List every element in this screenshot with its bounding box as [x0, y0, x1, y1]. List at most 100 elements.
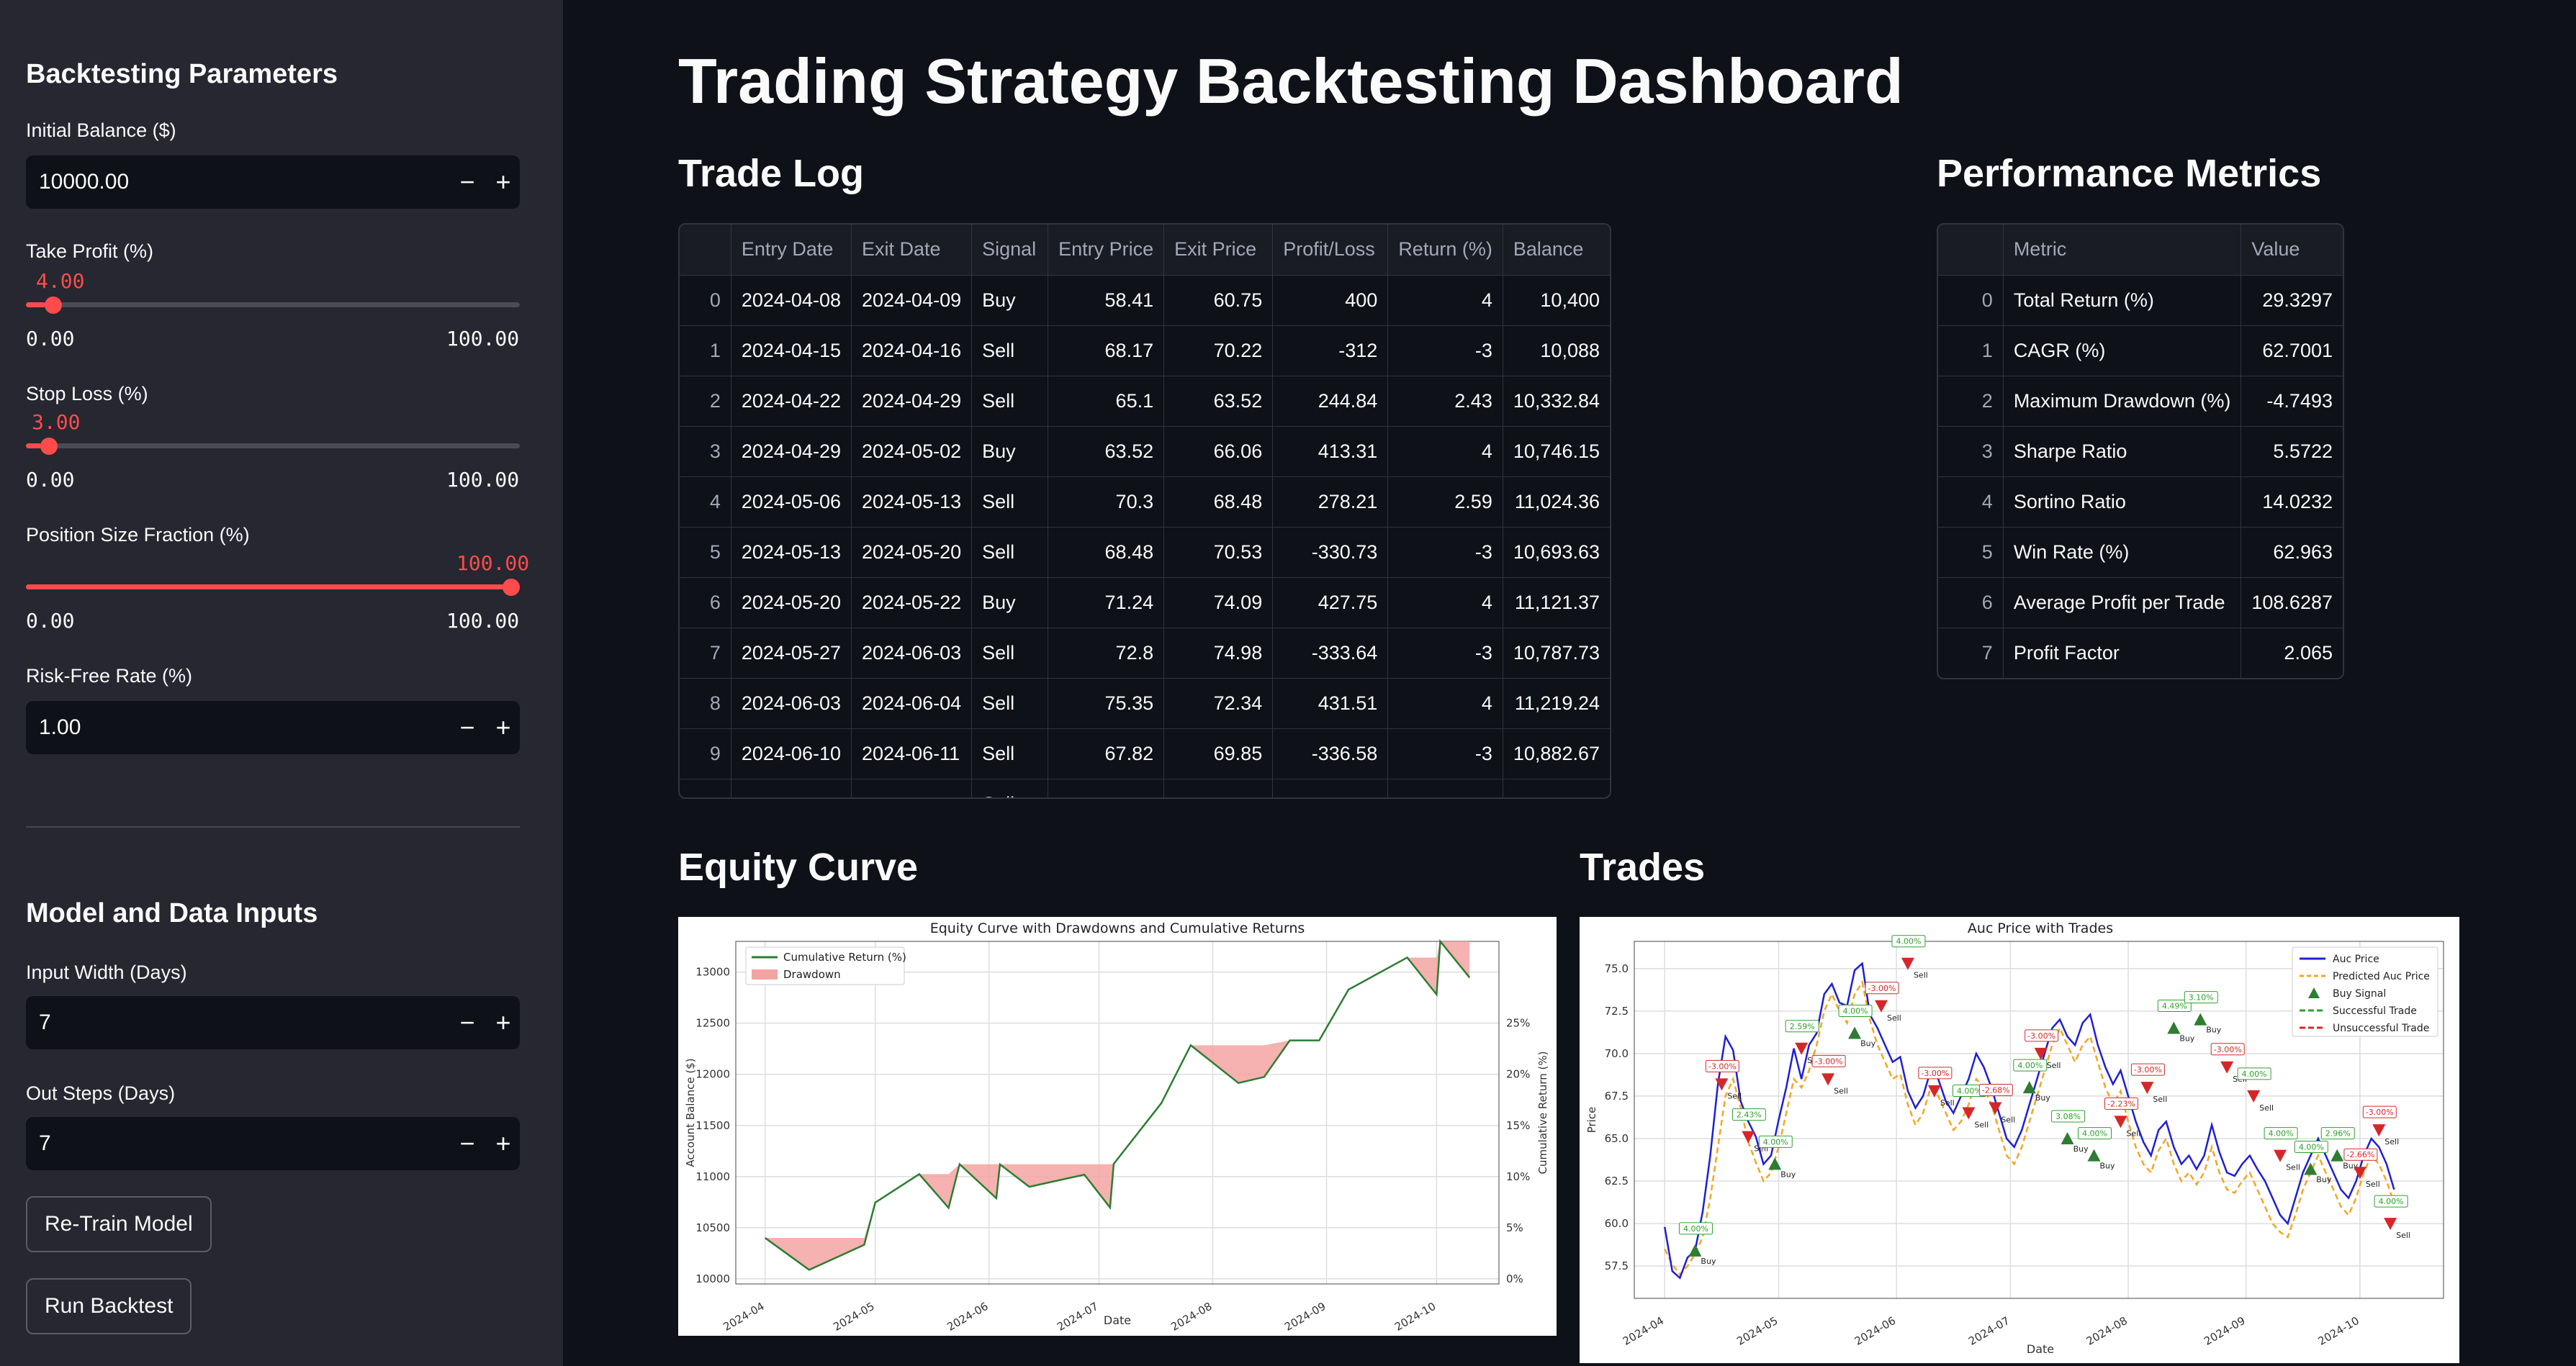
trade-log-cell: 11,024.36 — [1503, 476, 1610, 528]
signal-label: Sell — [2047, 1061, 2061, 1070]
sell-signal-marker — [2140, 1082, 2154, 1095]
metrics-row[interactable]: 1 CAGR (%) 62.7001 — [1938, 325, 2343, 376]
take-profit-slider[interactable] — [26, 302, 520, 307]
metrics-row[interactable]: 6 Average Profit per Trade 108.6287 — [1938, 577, 2343, 628]
x-tick-label: 2024-06 — [945, 1300, 990, 1334]
risk-free-rate-value[interactable]: 1.00 — [39, 715, 81, 739]
position-size-slider-thumb[interactable] — [503, 579, 520, 596]
trade-log-row[interactable]: 7 2024-05-27 2024-06-03 Sell 72.8 74.98 -333.6… — [680, 628, 1610, 679]
metrics-cell: Total Return (%) — [2003, 275, 2242, 326]
stop-loss-slider[interactable] — [26, 443, 520, 448]
y-tick-label: 57.5 — [1605, 1259, 1629, 1272]
trade-log-row[interactable]: 9 2024-06-10 2024-06-11 Sell 67.82 69.85 -336.… — [680, 728, 1610, 779]
initial-balance-value[interactable]: 10000.00 — [39, 170, 130, 194]
metrics-header-cell[interactable] — [1938, 225, 2004, 276]
metrics-cell: 62.963 — [2241, 527, 2343, 578]
out-steps-value[interactable]: 7 — [39, 1131, 51, 1155]
initial-balance-decrement-button[interactable]: − — [459, 167, 475, 196]
trade-log-cell: 70.22 — [1163, 325, 1274, 376]
trade-log-table[interactable]: Entry Date Exit Date Signal Entry Price Exit… — [678, 223, 1611, 799]
trade-log-cell: 10,332.84 — [1503, 376, 1610, 427]
trade-log-row[interactable]: 2 2024-04-22 2024-04-29 Sell 65.1 63.52 244.84… — [680, 376, 1610, 427]
trade-log-heading: Trade Log — [678, 152, 865, 195]
retrain-model-button[interactable]: Re-Train Model — [26, 1196, 212, 1252]
performance-metrics-table[interactable]: Metric Value 0 Total Return (%) 29.3297 1 CAG… — [1937, 223, 2344, 679]
trade-log-header-cell[interactable]: Return (%) — [1387, 225, 1503, 276]
trade-log-cell: 70.3 — [1048, 476, 1165, 528]
metrics-row[interactable]: 7 Profit Factor 2.065 — [1938, 628, 2343, 678]
trade-result-tag-box — [2320, 1127, 2355, 1140]
trade-log-header-cell[interactable]: Exit Price — [1163, 225, 1274, 276]
trade-log-row[interactable]: 0 2024-04-08 2024-04-09 Buy 58.41 60.75 400 4 10… — [680, 275, 1610, 326]
y-tick-label: 72.5 — [1605, 1005, 1629, 1018]
take-profit-slider-thumb[interactable] — [45, 297, 63, 314]
trade-log-row[interactable]: 4 2024-05-06 2024-05-13 Sell 70.3 68.48 278.21… — [680, 476, 1610, 528]
trade-log-cell: -3 — [1387, 728, 1503, 779]
metrics-row[interactable]: 4 Sortino Ratio 14.0232 — [1938, 476, 2343, 528]
trade-log-cell: 2024-05-20 — [731, 577, 852, 628]
trade-log-row[interactable]: Sell — [680, 779, 1610, 797]
trade-log-header-cell[interactable]: Entry Date — [731, 225, 852, 276]
trade-result-tag-box — [2237, 1067, 2271, 1080]
trade-log-row[interactable]: 8 2024-06-03 2024-06-04 Sell 75.35 72.34 431.5… — [680, 678, 1610, 729]
out-steps-increment-button[interactable]: + — [495, 1128, 511, 1158]
stop-loss-label: Stop Loss (%) — [26, 383, 148, 404]
trade-result-tag: 4.00% — [2242, 1069, 2267, 1079]
initial-balance-input[interactable]: 10000.00 − + — [26, 155, 520, 209]
initial-balance-increment-button[interactable]: + — [495, 167, 511, 196]
legend-box — [2292, 946, 2438, 1037]
trade-log-cell: -3 — [1387, 325, 1503, 376]
trade-log-cell: 278.21 — [1272, 476, 1389, 528]
metrics-row[interactable]: 2 Maximum Drawdown (%) -4.7493 — [1938, 376, 2343, 427]
legend-label: Auc Price — [2333, 954, 2379, 965]
metrics-cell: Sharpe Ratio — [2003, 426, 2242, 477]
trade-log-cell: 65.1 — [1048, 376, 1165, 427]
out-steps-input[interactable]: 7 − + — [26, 1117, 520, 1170]
sidebar: Backtesting Parameters Initial Balance (… — [0, 0, 563, 1366]
y-tick-label: 65.0 — [1605, 1132, 1629, 1145]
trade-log-cell: 400 — [1272, 275, 1389, 326]
trade-log-header-cell[interactable]: Signal — [971, 225, 1049, 276]
risk-free-rate-decrement-button[interactable]: − — [459, 713, 475, 742]
trade-log-header-cell[interactable]: Exit Date — [851, 225, 973, 276]
metrics-row[interactable]: 5 Win Rate (%) 62.963 — [1938, 527, 2343, 578]
metrics-header-cell[interactable]: Metric — [2003, 225, 2242, 276]
stop-loss-slider-thumb[interactable] — [40, 438, 58, 455]
risk-free-rate-increment-button[interactable]: + — [495, 713, 511, 742]
trade-result-tag: 3.10% — [2189, 993, 2214, 1003]
trade-log-header-cell[interactable]: Balance — [1503, 225, 1610, 276]
sell-signal-marker — [1875, 1000, 1888, 1013]
signal-label: Buy — [2073, 1144, 2089, 1154]
out-steps-decrement-button[interactable]: − — [459, 1128, 475, 1158]
input-width-input[interactable]: 7 − + — [26, 996, 520, 1049]
trade-log-cell: 2024-05-22 — [851, 577, 973, 628]
trade-result-tag: -3.00% — [1708, 1062, 1737, 1071]
y-tick-label: 10000 — [695, 1272, 730, 1285]
metrics-header-cell[interactable]: Value — [2241, 225, 2343, 276]
trade-log-row[interactable]: 3 2024-04-29 2024-05-02 Buy 63.52 66.06 413.31… — [680, 426, 1610, 477]
run-backtest-button[interactable]: Run Backtest — [26, 1278, 192, 1334]
trade-result-tag-box — [2210, 1043, 2245, 1056]
sell-signal-marker — [1715, 1078, 1729, 1091]
metrics-row[interactable]: 3 Sharpe Ratio 5.5722 — [1938, 426, 2343, 477]
metrics-cell: 5 — [1938, 527, 2004, 578]
input-width-value[interactable]: 7 — [39, 1010, 51, 1034]
position-size-slider[interactable] — [26, 584, 520, 589]
trade-log-header-cell[interactable]: Profit/Loss — [1272, 225, 1389, 276]
position-size-slider-value: 100.00 — [456, 551, 530, 575]
trade-log-row[interactable]: 5 2024-05-13 2024-05-20 Sell 68.48 70.53 -330.… — [680, 527, 1610, 578]
trade-result-tag: 4.00% — [1763, 1137, 1788, 1146]
metrics-row[interactable]: 0 Total Return (%) 29.3297 — [1938, 275, 2343, 326]
sell-signal-marker — [1901, 957, 1914, 970]
trade-log-header-cell[interactable] — [680, 225, 731, 276]
risk-free-rate-input[interactable]: 1.00 − + — [26, 701, 520, 754]
input-width-decrement-button[interactable]: − — [459, 1008, 475, 1037]
trade-log-cell: Buy — [971, 275, 1049, 326]
trade-result-tag-box — [2051, 1110, 2086, 1123]
trade-log-header-cell[interactable]: Entry Price — [1048, 225, 1165, 276]
trade-log-row[interactable]: 6 2024-05-20 2024-05-22 Buy 71.24 74.09 427.75… — [680, 577, 1610, 628]
signal-label: Buy — [2206, 1026, 2222, 1035]
input-width-increment-button[interactable]: + — [495, 1008, 511, 1037]
trade-log-cell: Sell — [971, 728, 1049, 779]
trade-log-row[interactable]: 1 2024-04-15 2024-04-16 Sell 68.17 70.22 -312-… — [680, 325, 1610, 376]
